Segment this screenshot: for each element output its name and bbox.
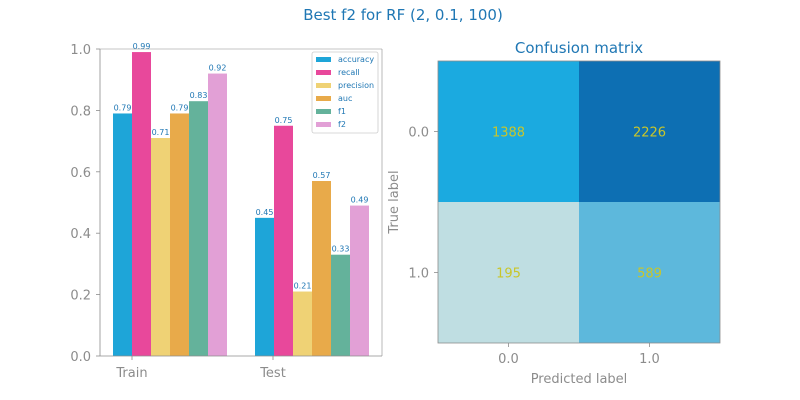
- heatmap-cell-value-1-1: 589: [637, 267, 662, 282]
- heatmap-cell-0-0: [438, 61, 579, 202]
- x-tick-label-test: Test: [259, 366, 286, 381]
- legend-label-f2: f2: [338, 120, 346, 129]
- y-tick-label: 0.0: [408, 126, 429, 141]
- bar-auc-test: [312, 181, 331, 356]
- bar-label-f1-test: 0.33: [332, 245, 350, 254]
- heatmap-cell-value-0-1: 2226: [633, 126, 666, 141]
- y-tick-label: 0.8: [70, 104, 91, 119]
- legend-swatch-f1: [316, 109, 331, 114]
- legend-swatch-auc: [316, 96, 331, 101]
- bar-label-f1-train: 0.83: [190, 91, 208, 100]
- bar-recall-train: [132, 52, 151, 356]
- bar-f1-test: [331, 254, 350, 356]
- y-tick-label: 0.6: [70, 166, 91, 181]
- heatmap-cell-1-0: [438, 202, 579, 343]
- figure-title: Best f2 for RF (2, 0.1, 100): [303, 6, 503, 24]
- bar-label-recall-train: 0.99: [133, 42, 151, 51]
- bar-chart: 0.79 0.45 0.99 0.75 0.71 0.21 0.79 0.57 0.83 0.33…: [70, 42, 383, 381]
- y-tick-label: 0.4: [70, 227, 91, 242]
- legend-label-recall: recall: [338, 68, 360, 77]
- legend-swatch-recall: [316, 70, 331, 75]
- legend-swatch-f2: [316, 122, 331, 127]
- bar-axes: 0.0 0.2 0.4 0.6 0.8 1.0 Train Test: [70, 43, 383, 381]
- bar-label-accuracy-train: 0.79: [114, 103, 132, 112]
- bar-accuracy-train: [113, 113, 132, 356]
- y-tick-label: 1.0: [70, 43, 91, 58]
- bar-label-recall-test: 0.75: [275, 116, 293, 125]
- heatmap-cell-value-1-0: 195: [496, 267, 521, 282]
- x-tick-label: 0.0: [498, 352, 519, 367]
- heatmap-cell-0-1: [579, 61, 720, 202]
- x-tick-label: 1.0: [639, 352, 660, 367]
- legend-swatch-accuracy: [316, 57, 331, 62]
- legend-label-f1: f1: [338, 107, 346, 116]
- bar-precision-test: [293, 291, 312, 356]
- legend-label-precision: precision: [338, 81, 374, 90]
- bar-auc-train: [170, 113, 189, 356]
- bar-label-accuracy-test: 0.45: [256, 208, 274, 217]
- legend-swatch-precision: [316, 83, 331, 88]
- y-tick-label: 0.0: [70, 350, 91, 365]
- y-axis-label: True label: [387, 170, 402, 234]
- bar-f2-train: [208, 73, 227, 356]
- legend-label-accuracy: accuracy: [338, 55, 374, 64]
- legend: accuracy recall precision auc f1 f2: [311, 51, 379, 134]
- bar-label-auc-test: 0.57: [313, 171, 331, 180]
- x-axis-label: Predicted label: [531, 372, 628, 387]
- heatmap-cell-1-1: [579, 202, 720, 343]
- heatmap-axes: 0.0 1.0 0.0 1.0: [408, 60, 721, 367]
- x-tick-label-train: Train: [115, 366, 147, 381]
- y-tick-label: 0.2: [70, 289, 91, 304]
- bar-f2-test: [350, 205, 369, 356]
- bar-label-precision-train: 0.71: [152, 128, 170, 137]
- bar-value-labels: 0.79 0.45 0.99 0.75 0.71 0.21 0.79 0.57 0.83 0.33…: [114, 42, 369, 290]
- bar-label-f2-train: 0.92: [209, 64, 227, 73]
- bar-label-auc-train: 0.79: [171, 103, 189, 112]
- bar-series-group: [113, 52, 369, 356]
- bar-label-f2-test: 0.49: [351, 196, 369, 205]
- confusion-matrix-title: Confusion matrix: [515, 39, 643, 57]
- heatmap-frame: [437, 60, 721, 344]
- y-tick-label: 1.0: [408, 267, 429, 282]
- heatmap-cells: 1388 2226 195 589: [438, 61, 720, 343]
- legend-label-auc: auc: [338, 94, 352, 103]
- bar-f1-train: [189, 101, 208, 356]
- bar-label-precision-test: 0.21: [294, 282, 312, 291]
- bar-precision-train: [151, 138, 170, 356]
- heatmap-cell-value-0-0: 1388: [492, 126, 525, 141]
- bar-recall-test: [274, 125, 293, 356]
- bar-accuracy-test: [255, 217, 274, 356]
